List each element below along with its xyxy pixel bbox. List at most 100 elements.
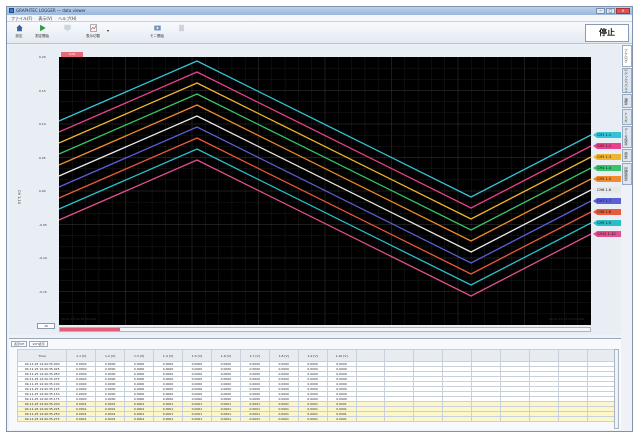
table-header-cell[interactable] xyxy=(529,349,559,362)
table-header-cell[interactable]: 1-2 [V] xyxy=(95,349,126,362)
table-header-cell[interactable] xyxy=(586,349,618,362)
table-header-cell[interactable]: 1-9 [V] xyxy=(297,349,328,362)
ch-mode-select[interactable]: 1CH表示 xyxy=(29,341,48,347)
chevron-down-icon[interactable]: ▾ xyxy=(107,28,110,33)
y-tick-label: -0.10 xyxy=(39,256,47,260)
table-cell xyxy=(355,416,386,422)
menu-help[interactable]: ヘルプ(H) xyxy=(58,16,77,21)
maximize-button[interactable]: □ xyxy=(606,8,615,14)
table-header-cell[interactable]: Time xyxy=(16,349,68,362)
settings-button[interactable]: 設定 xyxy=(11,24,27,42)
time-scrollbar[interactable] xyxy=(59,327,591,332)
time-end-label: 09-11-25 14:41:05.000 xyxy=(549,317,584,321)
table-row[interactable]: 09-11-25 14:40:35.025 0.0000 0.0000 0.0000 0… xyxy=(16,366,618,372)
table-cell: 0.0001 xyxy=(66,416,97,422)
channel-trace xyxy=(59,104,591,242)
channel-tag[interactable]: CH5 1-5 xyxy=(593,176,621,182)
table-header-cell[interactable] xyxy=(500,349,531,362)
table-row[interactable]: 09-11-25 14:40:35.275 0.0001 0.0001 0.0001 0… xyxy=(16,416,618,422)
app-icon xyxy=(9,8,14,13)
minimize-button[interactable]: – xyxy=(596,8,605,14)
table-cell: 0.0001 xyxy=(297,416,328,422)
graph-area: 0.0S CH 1-10 0.20 0.15 0.10 0.05 0.00 -0.05 -0… xyxy=(9,45,621,335)
table-cell: 0.0001 xyxy=(153,416,183,422)
time-scroll-thumb[interactable] xyxy=(60,328,120,331)
record-button[interactable] xyxy=(173,24,189,42)
monitor-start-button[interactable]: モニ開始 xyxy=(145,24,169,42)
table-header-cell[interactable]: 1-1 [V] xyxy=(66,349,97,362)
y-tick-label: -0.15 xyxy=(39,289,47,294)
record-icon xyxy=(178,24,184,32)
toolbar: 設定 測定開始 表示切替 ▾ モニ開始 停止 xyxy=(7,22,632,44)
right-tab-record-settings[interactable]: 記録設定 xyxy=(622,163,632,185)
chart-switch-icon xyxy=(89,24,97,32)
right-tab-settings[interactable]: 設定 xyxy=(622,148,632,163)
table-header-cell[interactable]: 1-8 [V] xyxy=(268,349,299,362)
table-cell: 0.0001 xyxy=(210,416,241,422)
table-cell xyxy=(442,416,473,422)
menu-file[interactable]: ファイル(F) xyxy=(11,16,33,21)
y-tick-label: 0.20 xyxy=(39,55,46,59)
channel-tag[interactable]: CH9 1-9 xyxy=(593,220,621,226)
table-header-cell[interactable] xyxy=(471,349,502,362)
channel-tag[interactable]: CH10 1-10 xyxy=(593,231,621,237)
channel-tag[interactable]: CH8 1-8 xyxy=(593,209,621,215)
table-header-cell[interactable] xyxy=(557,349,588,362)
table-cell: 0.0001 xyxy=(181,416,212,422)
channel-tag[interactable]: CH2 1-2 xyxy=(593,143,621,149)
channel-trace xyxy=(59,148,591,286)
table-cell: 09-11-25 14:40:35.050 xyxy=(16,371,68,377)
display-switch-button[interactable]: 表示切替 xyxy=(81,24,105,42)
table-header-cell[interactable] xyxy=(355,349,386,362)
channel-trace xyxy=(59,126,591,264)
cursor-label[interactable]: 0.0S xyxy=(61,52,83,57)
right-panel-tabs: アナログ ロジック/パルス 演算 トリガ データ保存 設定 記録設定 xyxy=(622,45,632,185)
table-row[interactable]: 09-11-25 14:40:35.050 0.0000 0.0000 0.0000 0… xyxy=(16,371,618,377)
table-header-cell[interactable]: 1-10 [V] xyxy=(326,349,357,362)
window-controls: – □ × xyxy=(596,8,630,14)
table-cell: 09-11-25 14:40:35.125 xyxy=(16,386,68,392)
table-vertical-scrollbar[interactable] xyxy=(614,349,619,429)
channel-tag[interactable]: CH3 1-3 xyxy=(593,154,621,160)
channel-trace xyxy=(59,159,591,297)
table-header-cell[interactable]: 1-4 [V] xyxy=(153,349,183,362)
table-row[interactable]: 09-11-25 14:40:35.175 0.0000 0.0000 0.0000 0… xyxy=(16,396,618,402)
table-cell: 0.0001 xyxy=(124,416,155,422)
right-tab-calc[interactable]: 演算 xyxy=(622,94,632,109)
stop-button[interactable]: 停止 xyxy=(585,24,629,42)
channel-trace xyxy=(59,71,591,209)
table-header-cell[interactable] xyxy=(442,349,473,362)
start-measure-button[interactable]: 測定開始 xyxy=(31,24,53,42)
table-cell: 0.0001 xyxy=(95,416,126,422)
right-tab-analog[interactable]: アナログ xyxy=(622,45,632,67)
table-controls: 表示CH 1CH表示 xyxy=(11,341,48,347)
menu-view[interactable]: 表示(V) xyxy=(38,16,53,21)
table-header-cell[interactable]: 1-3 [V] xyxy=(124,349,155,362)
table-header-cell[interactable]: 1-6 [V] xyxy=(210,349,241,362)
channel-trace xyxy=(59,82,591,220)
table-cell: 09-11-25 14:40:35.075 xyxy=(16,376,68,382)
close-button[interactable]: × xyxy=(616,8,630,14)
table-header-cell[interactable] xyxy=(384,349,415,362)
right-tab-trigger[interactable]: トリガ xyxy=(622,109,632,125)
table-cell: 09-11-25 14:40:35.175 xyxy=(16,396,68,402)
table-header-cell[interactable]: 1-5 [V] xyxy=(181,349,212,362)
monitor-button[interactable] xyxy=(59,24,75,42)
time-zoom-select[interactable]: 1S xyxy=(37,323,55,329)
channel-trace xyxy=(59,60,591,198)
right-tab-data-save[interactable]: データ保存 xyxy=(622,125,632,148)
data-table: Time 1-1 [V] 1-2 [V] 1-3 [V] 1-4 [V] 1-5 [V] 1… xyxy=(16,349,618,422)
right-tab-logic-pulse[interactable]: ロジック/パルス xyxy=(622,67,632,94)
table-header-cell[interactable] xyxy=(413,349,444,362)
waveform-plot[interactable] xyxy=(59,57,591,325)
y-axis-title: CH 1-10 xyxy=(17,190,21,205)
channel-tag[interactable]: CH7 1-7 xyxy=(593,198,621,204)
display-ch-select[interactable]: 表示CH xyxy=(11,341,28,347)
channel-tag[interactable]: CH4 1-4 xyxy=(593,165,621,171)
channel-tag[interactable]: CH6 1-6 xyxy=(593,187,621,193)
table-cell xyxy=(586,416,618,422)
table-row[interactable]: 09-11-25 14:40:35.200 0.0001 0.0001 0.0001 0… xyxy=(16,401,618,407)
table-header-cell[interactable]: 1-7 [V] xyxy=(239,349,270,362)
channel-trace xyxy=(59,137,591,275)
channel-tag[interactable]: CH1 1-1 xyxy=(593,132,621,138)
